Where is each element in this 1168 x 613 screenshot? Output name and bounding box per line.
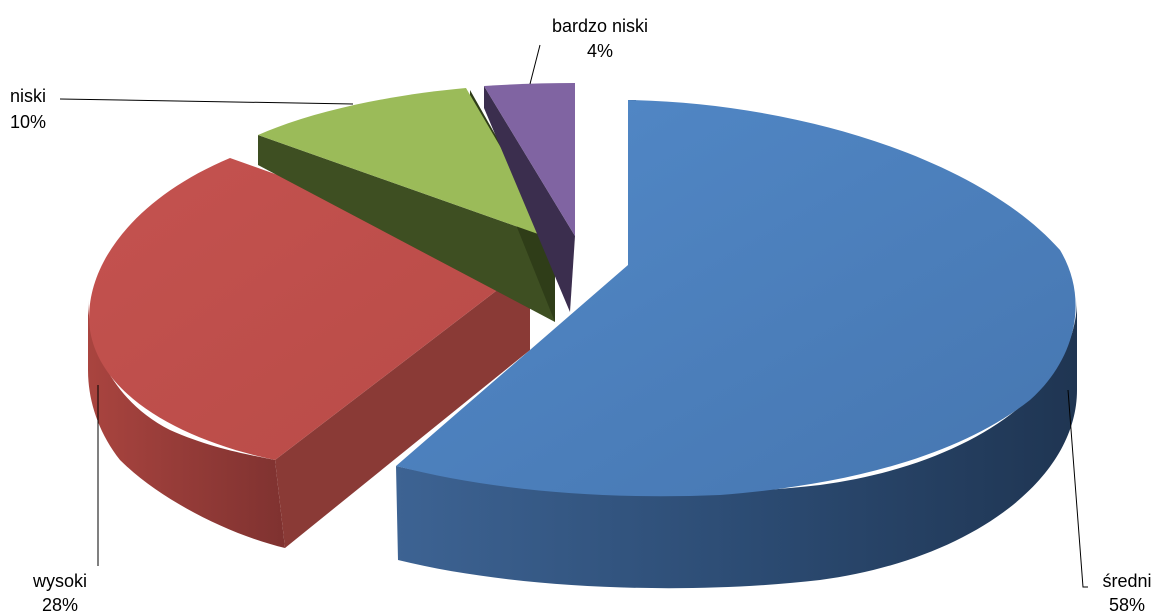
leader-niski [59, 98, 354, 105]
label-wysoki-name: wysoki [32, 571, 87, 591]
slice-bardzo-niski-side [484, 86, 575, 312]
label-sredni-name: średni [1102, 571, 1151, 591]
slice-niski-side [258, 135, 555, 322]
slice-sredni-side [396, 300, 1077, 589]
label-bardzo-niski-name: bardzo niski [552, 16, 648, 36]
slice-wysoki-side [88, 300, 285, 548]
slice-bardzo-niski-top [484, 83, 575, 236]
leader-sredni [1067, 389, 1088, 588]
leader-bardzo-niski [529, 44, 541, 85]
label-sredni-value: 58% [1109, 595, 1145, 613]
label-wysoki-value: 28% [42, 595, 78, 613]
slice-niski [258, 88, 555, 322]
slice-sredni [396, 100, 1077, 589]
slice-sredni-top [396, 100, 1076, 497]
slice-wysoki-cut [275, 265, 530, 548]
slice-bardzo-niski [484, 83, 575, 312]
slice-niski-top [258, 88, 555, 240]
label-niski-name: niski [10, 86, 46, 106]
label-bardzo-niski-value: 4% [587, 41, 613, 61]
label-niski-value: 10% [10, 112, 46, 132]
